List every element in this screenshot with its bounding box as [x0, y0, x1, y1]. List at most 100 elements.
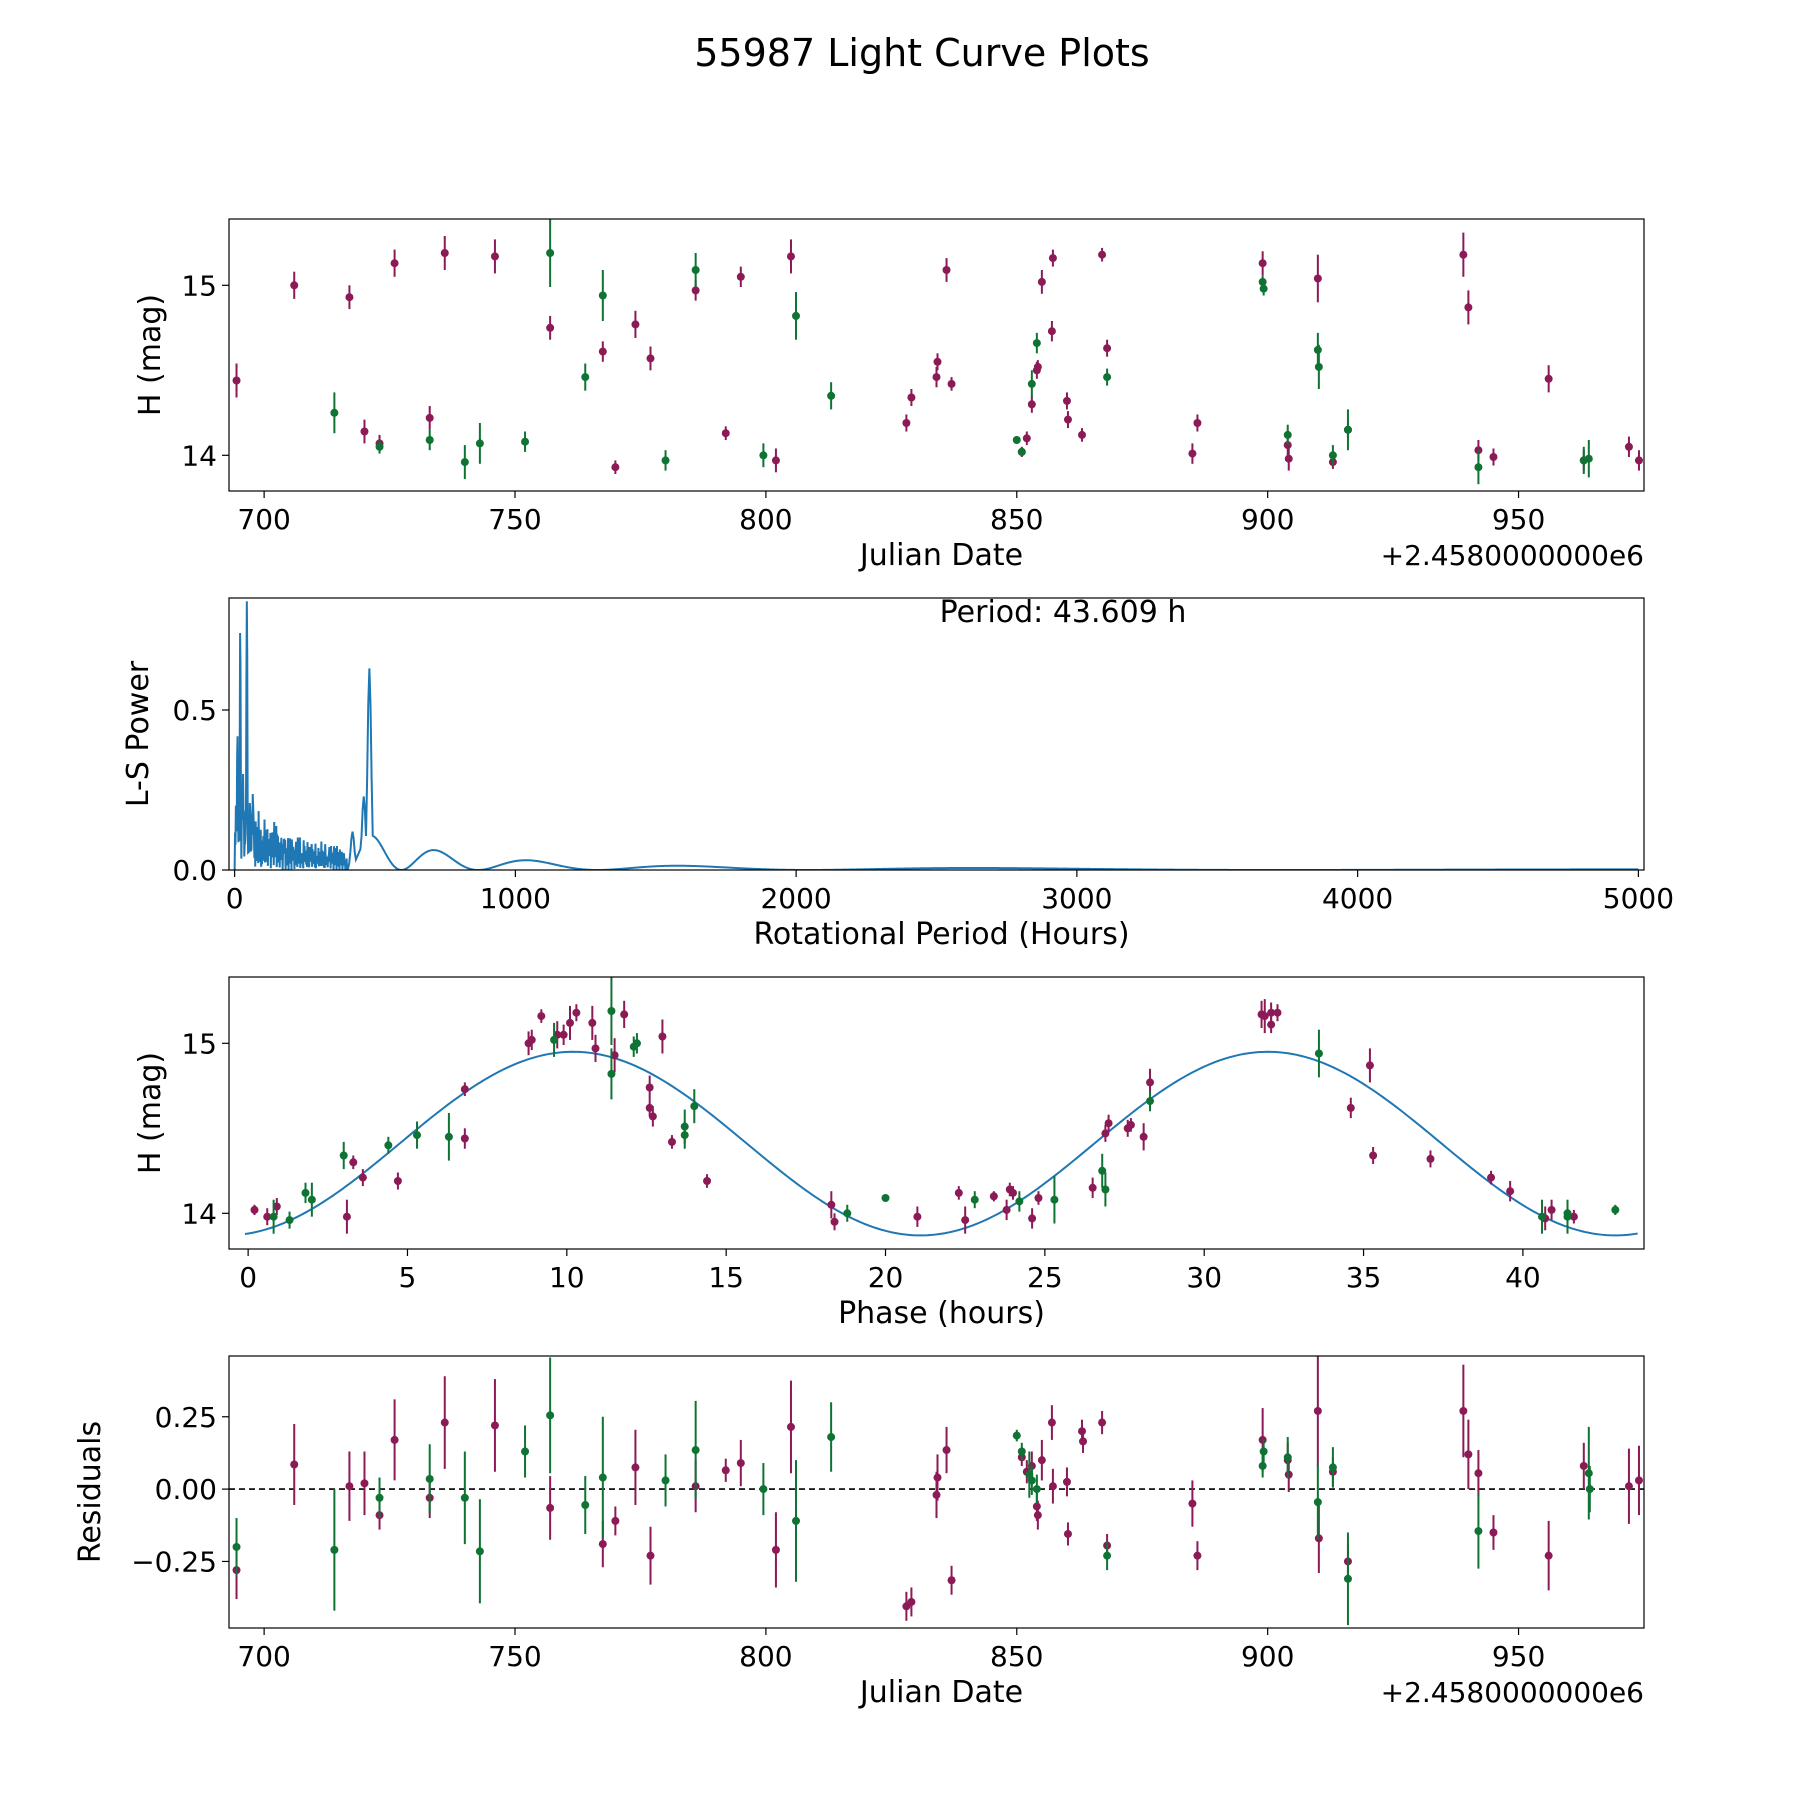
data-point-green: [269, 1212, 278, 1221]
data-point-magenta: [527, 1035, 536, 1044]
data-point-green: [632, 1039, 641, 1048]
data-point-green: [546, 249, 555, 257]
data-point-magenta: [1489, 1528, 1498, 1537]
data-point-green: [425, 436, 434, 444]
light-curve-panel: 700 750 800 850 900 950 14 15 Julian Date H (mag)…: [133, 218, 1645, 573]
data-point-green: [843, 1209, 852, 1218]
x-tick-label: 0: [239, 1261, 257, 1294]
x-axis-label: Julian Date: [858, 538, 1023, 573]
data-point-green: [330, 408, 339, 417]
data-point-magenta: [1284, 1470, 1293, 1479]
data-point-green: [1283, 430, 1292, 439]
x-tick-label: 30: [1186, 1261, 1222, 1294]
data-point-green: [1103, 373, 1112, 382]
data-point-magenta: [1624, 1482, 1633, 1491]
data-point-green: [759, 1485, 768, 1494]
data-point-magenta: [1258, 259, 1267, 268]
data-point-green: [598, 1473, 607, 1482]
data-point-magenta: [658, 1032, 667, 1041]
data-point-green: [1563, 1209, 1572, 1218]
data-point-magenta: [1544, 1551, 1553, 1560]
data-point-green: [1259, 284, 1268, 293]
data-point-magenta: [1062, 396, 1071, 405]
data-point-green: [375, 1493, 384, 1502]
data-point-green: [759, 451, 768, 460]
x-tick-label: 850: [990, 1640, 1043, 1673]
data-point-magenta: [1464, 1450, 1473, 1459]
data-point-magenta: [645, 1083, 654, 1092]
data-point-magenta: [1459, 250, 1468, 259]
data-point-magenta: [272, 1202, 281, 1211]
y-axis-label: H (mag): [133, 1052, 168, 1174]
data-point-green: [1015, 1197, 1024, 1206]
data-point-magenta: [1188, 449, 1197, 458]
data-point-magenta: [290, 1460, 299, 1469]
phase-curve-plot-area: [244, 977, 1638, 1237]
x-axis-label: Rotational Period (Hours): [753, 917, 1129, 952]
data-point-green: [1258, 1461, 1267, 1470]
data-point-magenta: [440, 249, 449, 257]
data-point-magenta: [703, 1177, 712, 1185]
data-point-magenta: [631, 320, 640, 329]
data-point-green: [460, 1493, 469, 1502]
data-point-magenta: [1284, 454, 1293, 463]
data-point-green: [1012, 436, 1021, 444]
data-point-magenta: [1002, 1205, 1011, 1214]
data-point-magenta: [588, 1018, 597, 1027]
data-point-magenta: [1365, 1061, 1374, 1070]
data-point-magenta: [947, 379, 956, 388]
data-point-green: [1611, 1205, 1620, 1214]
x-tick-label: 25: [1027, 1261, 1063, 1294]
data-point-magenta: [610, 1051, 619, 1060]
data-point-green: [690, 1102, 699, 1111]
data-point-magenta: [425, 413, 434, 422]
data-point-magenta: [591, 1044, 600, 1053]
y-tick-label: 14: [181, 1197, 217, 1230]
fit-curve: [244, 1050, 1638, 1237]
data-point-magenta: [736, 272, 745, 281]
residuals-plot-area: [229, 1356, 1644, 1626]
x-tick-label: 1000: [480, 882, 551, 915]
data-point-green: [375, 442, 384, 451]
x-tick-label: 5: [399, 1261, 417, 1294]
data-point-magenta: [721, 429, 730, 438]
data-point-magenta: [1314, 1534, 1323, 1543]
data-point-green: [1585, 1485, 1594, 1494]
y-tick-label: 0.0: [172, 854, 217, 887]
x-tick-label: 15: [708, 1261, 744, 1294]
data-point-magenta: [1027, 400, 1036, 409]
data-point-green: [1103, 1551, 1112, 1560]
data-point-green: [1050, 1195, 1059, 1204]
data-point-green: [1343, 1574, 1352, 1583]
x-tick-label: 5000: [1603, 882, 1674, 915]
x-tick-label: 2000: [760, 882, 831, 915]
x-tick-label: 900: [1241, 1640, 1294, 1673]
data-point-green: [1032, 339, 1041, 348]
data-point-magenta: [1048, 1482, 1057, 1491]
data-point-magenta: [620, 1010, 629, 1019]
data-point-green: [827, 1433, 836, 1442]
data-point-magenta: [1313, 274, 1322, 283]
data-point-magenta: [1193, 419, 1202, 427]
period-annotation: Period: 43.609 h: [940, 595, 1187, 630]
data-point-magenta: [390, 259, 399, 268]
data-point-magenta: [611, 463, 620, 472]
data-point-green: [1328, 451, 1337, 460]
data-point-magenta: [648, 1112, 657, 1121]
y-axis-label: H (mag): [133, 294, 168, 416]
data-point-green: [301, 1188, 310, 1197]
data-point-magenta: [1063, 1529, 1072, 1538]
y-axis-label: Residuals: [73, 1421, 108, 1563]
data-point-magenta: [1146, 1078, 1155, 1087]
data-point-green: [680, 1131, 689, 1140]
data-point-green: [881, 1194, 890, 1202]
data-point-magenta: [611, 1516, 620, 1525]
x-tick-label: 10: [549, 1261, 585, 1294]
data-point-green: [792, 311, 801, 320]
data-point-magenta: [830, 1217, 839, 1226]
data-point-magenta: [902, 419, 911, 427]
data-point-green: [607, 1007, 616, 1015]
data-point-magenta: [1260, 1012, 1269, 1021]
data-point-green: [581, 1501, 590, 1510]
